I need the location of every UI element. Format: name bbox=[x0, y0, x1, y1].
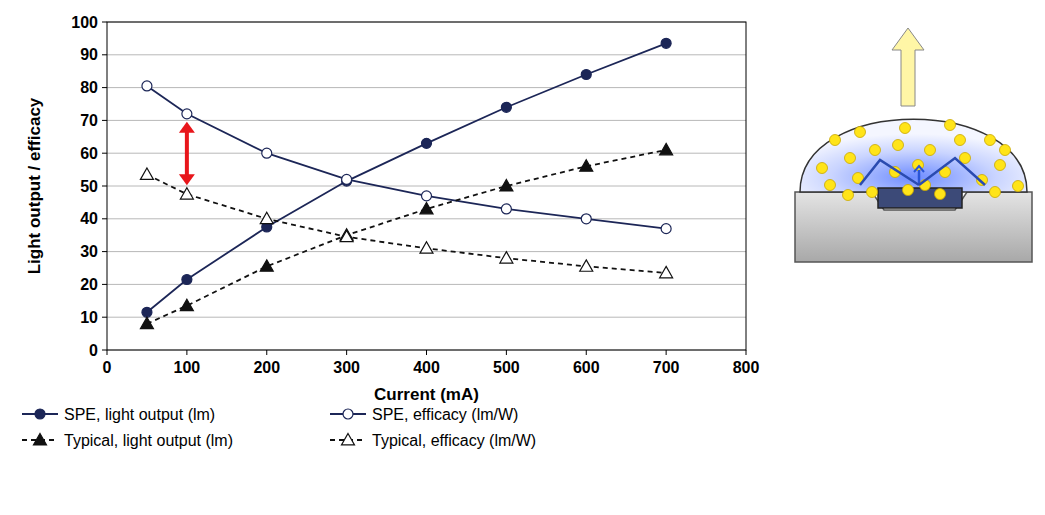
point bbox=[422, 191, 432, 201]
difference-arrow bbox=[179, 122, 195, 185]
grid-line bbox=[107, 186, 746, 187]
point bbox=[580, 160, 593, 171]
y-tick-label: 80 bbox=[80, 79, 98, 96]
point bbox=[182, 109, 192, 119]
point bbox=[140, 168, 153, 179]
x-tick bbox=[506, 350, 507, 355]
point bbox=[340, 230, 353, 241]
data-layer bbox=[140, 38, 672, 328]
y-tick bbox=[102, 186, 107, 187]
point bbox=[180, 188, 193, 199]
series-line bbox=[147, 86, 666, 229]
legend-marker bbox=[35, 409, 45, 419]
point bbox=[660, 266, 673, 277]
legend-label: SPE, efficacy (lm/W) bbox=[372, 406, 518, 423]
point bbox=[260, 212, 273, 223]
x-tick bbox=[426, 350, 427, 355]
y-tick bbox=[102, 251, 107, 252]
point bbox=[182, 274, 192, 284]
point bbox=[180, 299, 193, 310]
point bbox=[500, 180, 513, 191]
x-tick bbox=[586, 350, 587, 355]
y-axis-title: Light output / efficacy bbox=[25, 97, 44, 274]
point bbox=[581, 214, 591, 224]
point bbox=[661, 224, 671, 234]
y-tick-label: 60 bbox=[80, 145, 98, 162]
x-tick-label: 800 bbox=[733, 359, 760, 376]
x-tick-label: 700 bbox=[653, 359, 680, 376]
x-tick-label: 400 bbox=[413, 359, 440, 376]
y-tick-label: 10 bbox=[80, 309, 98, 326]
point bbox=[501, 204, 511, 214]
y-tick bbox=[102, 317, 107, 318]
y-tick bbox=[102, 350, 107, 351]
point bbox=[500, 252, 513, 263]
x-tick bbox=[107, 350, 108, 355]
legend-label: Typical, efficacy (lm/W) bbox=[372, 432, 536, 449]
grid-line bbox=[107, 87, 746, 88]
point bbox=[262, 148, 272, 158]
x-tick-label: 0 bbox=[103, 359, 112, 376]
x-tick bbox=[266, 350, 267, 355]
y-tick-label: 0 bbox=[89, 342, 98, 359]
point bbox=[501, 102, 511, 112]
grid-line bbox=[107, 284, 746, 285]
grid-line bbox=[107, 218, 746, 219]
x-axis-title: Current (mA) bbox=[374, 385, 479, 404]
chart-canvas: 0 10 20 30 40 50 60 70 80 90 100 0 100 200 300 400 500 60… bbox=[0, 0, 1045, 515]
legend: SPE, light output (lm) SPE, efficacy (lm/… bbox=[22, 406, 536, 449]
series-line bbox=[147, 175, 666, 273]
y-tick-label: 30 bbox=[80, 243, 98, 260]
point bbox=[140, 317, 153, 328]
x-tick-label: 300 bbox=[333, 359, 360, 376]
y-tick bbox=[102, 22, 107, 23]
y-tick-label: 20 bbox=[80, 276, 98, 293]
point bbox=[142, 307, 152, 317]
y-tick-label: 40 bbox=[80, 210, 98, 227]
grid-line bbox=[107, 317, 746, 318]
x-tick bbox=[746, 350, 747, 355]
y-tick-label: 90 bbox=[80, 46, 98, 63]
point bbox=[581, 69, 591, 79]
point bbox=[142, 81, 152, 91]
point bbox=[420, 202, 433, 213]
plot-frame bbox=[107, 22, 746, 350]
y-tick bbox=[102, 218, 107, 219]
point bbox=[420, 242, 433, 253]
y-tick-label: 70 bbox=[80, 112, 98, 129]
legend-label: SPE, light output (lm) bbox=[64, 406, 215, 423]
y-tick bbox=[102, 153, 107, 154]
y-tick-label: 100 bbox=[71, 14, 98, 31]
point bbox=[260, 260, 273, 271]
led-diagram bbox=[795, 28, 1032, 262]
x-tick-label: 500 bbox=[493, 359, 520, 376]
x-tick-label: 600 bbox=[573, 359, 600, 376]
x-tick-label: 200 bbox=[253, 359, 280, 376]
x-tick bbox=[186, 350, 187, 355]
x-tick bbox=[346, 350, 347, 355]
y-tick-label: 50 bbox=[80, 178, 98, 195]
point bbox=[661, 38, 671, 48]
legend-marker bbox=[342, 434, 355, 445]
legend-marker bbox=[343, 409, 353, 419]
series-line bbox=[147, 150, 666, 324]
y-tick bbox=[102, 87, 107, 88]
legend-label: Typical, light output (lm) bbox=[64, 432, 233, 449]
y-tick bbox=[102, 120, 107, 121]
point bbox=[342, 174, 352, 184]
y-tick bbox=[102, 54, 107, 55]
x-tick-label: 100 bbox=[174, 359, 201, 376]
x-tick bbox=[666, 350, 667, 355]
grid-line bbox=[107, 54, 746, 55]
point bbox=[580, 260, 593, 271]
point bbox=[422, 138, 432, 148]
grid bbox=[107, 22, 746, 350]
y-tick bbox=[102, 284, 107, 285]
series-line bbox=[147, 43, 666, 312]
point bbox=[660, 143, 673, 154]
legend-marker bbox=[34, 434, 47, 445]
